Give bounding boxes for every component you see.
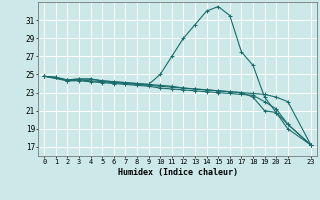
X-axis label: Humidex (Indice chaleur): Humidex (Indice chaleur) — [118, 168, 238, 177]
